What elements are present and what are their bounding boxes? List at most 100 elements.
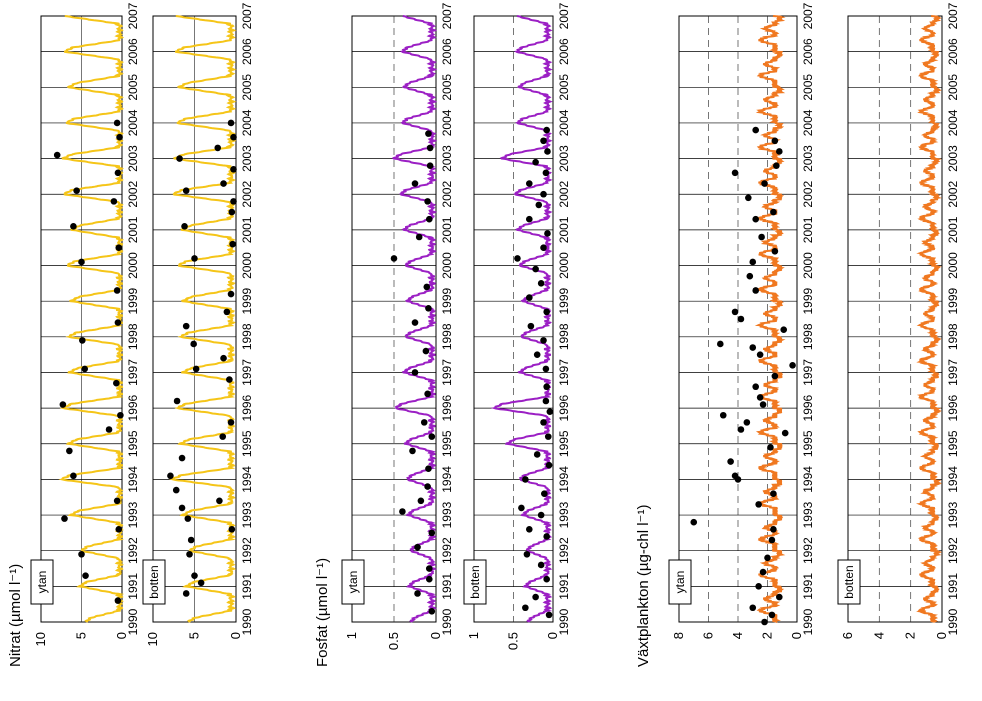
p3-point-14 xyxy=(544,433,552,440)
p0-xtick-2002: 2002 xyxy=(126,181,140,208)
p1-point-9 xyxy=(216,497,223,505)
p2-xtick-2003: 2003 xyxy=(440,145,454,172)
p3-xtick-2006: 2006 xyxy=(557,38,571,65)
p4-xtick-1993: 1993 xyxy=(801,501,815,528)
p3-point-28 xyxy=(540,244,547,252)
p3-point-12 xyxy=(545,461,553,469)
p0-point-25 xyxy=(113,119,121,127)
p3-series-botten xyxy=(490,15,553,623)
p0-xtick-1990: 1990 xyxy=(126,608,140,635)
p3-xtick-2001: 2001 xyxy=(557,216,571,243)
p1-point-18 xyxy=(220,354,227,362)
p1-point-27 xyxy=(230,198,237,205)
p1-point-25 xyxy=(181,223,188,230)
p2-point-0 xyxy=(428,608,436,615)
p3-ytick-0: 0 xyxy=(545,632,560,639)
p2-xtick-2005: 2005 xyxy=(440,74,454,101)
p4-point-30 xyxy=(731,308,739,316)
p1-point-26 xyxy=(228,208,236,216)
p2-xtick-1993: 1993 xyxy=(440,501,454,528)
p0-point-12 xyxy=(113,379,120,387)
p4-ytick-8: 8 xyxy=(671,632,686,639)
p4-point-18 xyxy=(743,419,751,426)
p3-xtick-2003: 2003 xyxy=(557,145,571,172)
p3-point-3 xyxy=(543,575,550,583)
p0-xtick-2003: 2003 xyxy=(126,145,140,172)
p4-xtick-2002: 2002 xyxy=(801,181,815,208)
p3-point-38 xyxy=(543,126,550,134)
p4-series-ytan xyxy=(754,15,786,623)
p4-point-20 xyxy=(759,401,767,408)
p4-xtick-2000: 2000 xyxy=(801,252,815,279)
p2-ytick-1: 1 xyxy=(344,632,359,639)
p0-ytick-10: 10 xyxy=(33,632,48,646)
p2-point-13 xyxy=(424,390,431,398)
p4-point-40 xyxy=(731,169,739,177)
p1-point-13 xyxy=(219,433,227,440)
p5-xtick-2003: 2003 xyxy=(946,145,960,172)
p2-xtick-1990: 1990 xyxy=(440,608,454,635)
p5-xtick-2004: 2004 xyxy=(946,109,960,136)
p5-ytick-4: 4 xyxy=(871,632,886,639)
p3-xtick-1997: 1997 xyxy=(557,359,571,386)
p2-ytick-0: 0 xyxy=(428,632,443,639)
p3-point-5 xyxy=(523,550,531,558)
p4-point-1 xyxy=(768,611,776,619)
p4-xtick-1990: 1990 xyxy=(801,608,815,635)
p4-point-0 xyxy=(761,618,768,626)
p4-ytick-4: 4 xyxy=(730,632,745,639)
p1-series-botten xyxy=(169,15,237,623)
p0-point-11 xyxy=(59,401,67,408)
p1-xtick-2003: 2003 xyxy=(240,145,254,172)
p4-point-26 xyxy=(749,344,757,351)
p1-point-2 xyxy=(197,579,205,587)
p0-depth-label: ytan xyxy=(35,571,49,594)
p4-ytick-6: 6 xyxy=(701,632,716,639)
p3-xtick-2004: 2004 xyxy=(557,109,571,136)
p4-point-37 xyxy=(770,208,777,216)
p4-xtick-1998: 1998 xyxy=(801,323,815,350)
p3-point-11 xyxy=(522,476,529,483)
p1-point-14 xyxy=(227,419,235,426)
p3-depth-label-box xyxy=(463,559,487,605)
p4-point-35 xyxy=(758,233,765,241)
p1-point-3 xyxy=(191,572,198,579)
p0-xtick-2006: 2006 xyxy=(126,38,140,65)
p4-point-44 xyxy=(752,126,759,134)
p2-xtick-2001: 2001 xyxy=(440,216,454,243)
p0-point-10 xyxy=(117,411,124,419)
p4-point-11 xyxy=(770,490,777,497)
p0-point-2 xyxy=(82,572,89,579)
p5-xtick-1990: 1990 xyxy=(946,608,960,635)
p2-xtick-1999: 1999 xyxy=(440,288,454,315)
p1-point-10 xyxy=(172,486,180,494)
p1-point-8 xyxy=(178,504,186,512)
p3-point-31 xyxy=(535,201,543,209)
p0-point-15 xyxy=(114,319,122,326)
p1-point-19 xyxy=(190,340,197,348)
p4-xtick-1997: 1997 xyxy=(801,359,815,386)
p4-point-36 xyxy=(752,215,759,223)
p5-ytick-6: 6 xyxy=(840,632,855,639)
p0-xtick-1998: 1998 xyxy=(126,323,140,350)
p3-point-33 xyxy=(526,180,533,187)
p0-xtick-2001: 2001 xyxy=(126,216,140,243)
p5-depth-label-box xyxy=(837,559,861,605)
p1-xtick-1999: 1999 xyxy=(240,288,254,315)
p4-xtick-2001: 2001 xyxy=(801,216,815,243)
ylabel-vaxtplankton: Växtplankton (µg-chl l⁻¹) xyxy=(635,505,652,667)
p1-point-11 xyxy=(167,472,174,480)
p3-point-17 xyxy=(542,397,550,405)
p4-point-6 xyxy=(764,554,771,562)
p1-xtick-1995: 1995 xyxy=(240,430,254,457)
p2-point-2 xyxy=(425,575,433,583)
p0-xtick-2004: 2004 xyxy=(126,109,140,136)
p4-xtick-2004: 2004 xyxy=(801,109,815,136)
p4-point-8 xyxy=(770,526,777,533)
p3-xtick-2005: 2005 xyxy=(557,74,571,101)
p1-point-12 xyxy=(178,454,186,462)
p0-xtick-1991: 1991 xyxy=(126,573,140,600)
p0-xtick-1996: 1996 xyxy=(126,394,140,421)
